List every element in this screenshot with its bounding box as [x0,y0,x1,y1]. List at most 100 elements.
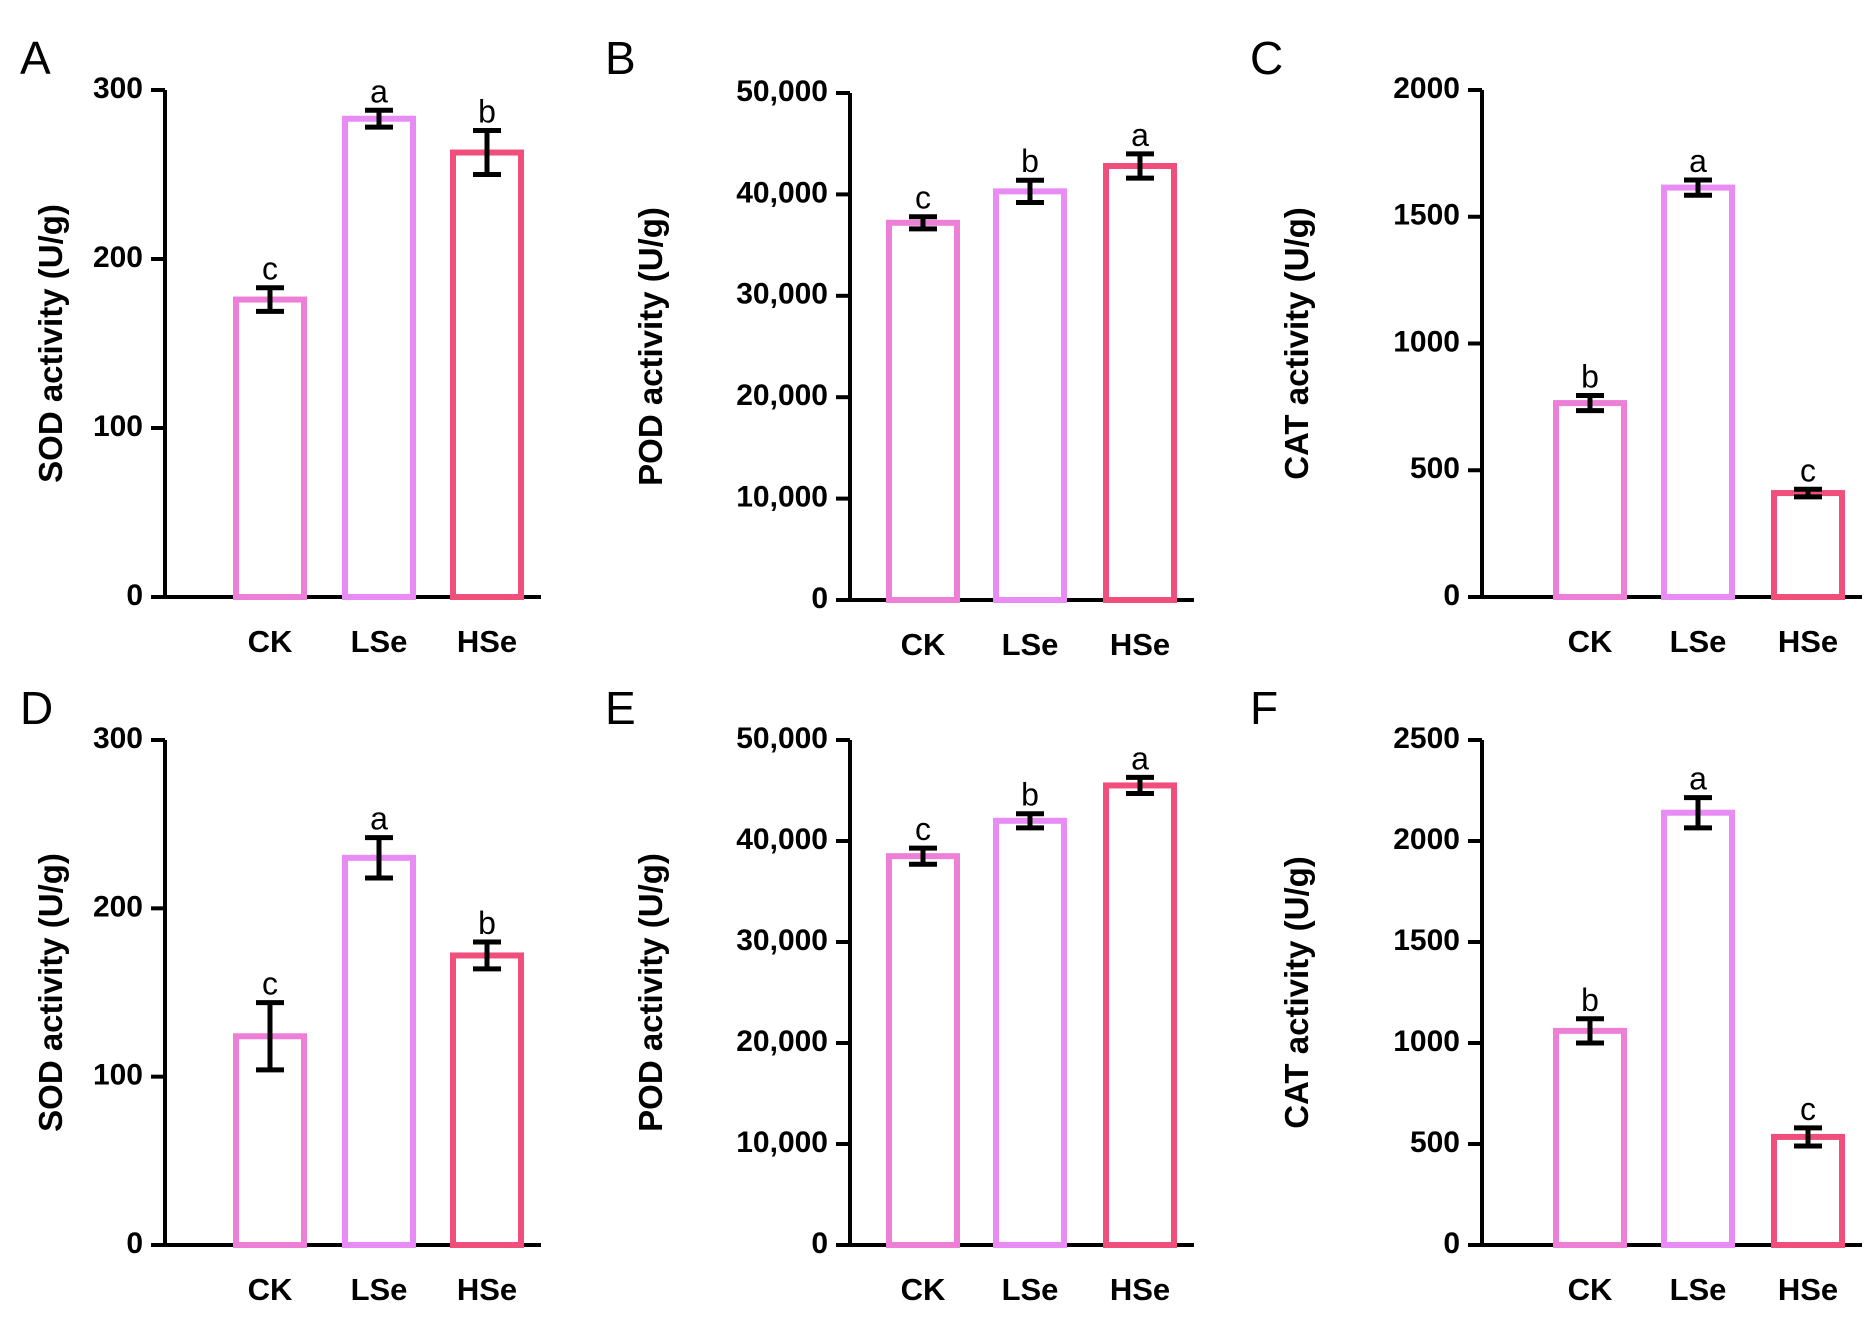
x-tick-label: LSe [351,1272,408,1307]
y-axis-title: POD activity (U/g) [632,853,669,1132]
y-tick-label: 1500 [1393,199,1460,232]
significance-letter: b [478,905,496,941]
significance-letter: b [1021,777,1039,813]
y-axis-title: POD activity (U/g) [632,207,669,486]
bar-lse [342,854,416,1248]
y-tick-label: 0 [1443,1227,1460,1260]
y-tick-label: 20,000 [736,1025,828,1058]
y-tick-label: 30,000 [736,278,828,311]
panel-f: F CAT activity (U/g) 0 500 1000 1500 2000 2500 b… [1250,682,1862,1307]
y-tick-label: 2000 [1393,72,1460,105]
y-axis-title: CAT activity (U/g) [1278,856,1315,1129]
panel-d: D SOD activity (U/g) 0 100 200 300 c CK a LSe b HSe [20,682,541,1307]
bar-lse [1661,184,1735,600]
bar-ck [233,296,307,600]
significance-letter: b [1581,982,1599,1018]
y-tick-label: 50,000 [736,75,828,108]
bar-lse [993,817,1067,1248]
y-tick-label: 0 [126,1227,143,1260]
panel-label: B [605,32,636,84]
y-tick-label: 200 [93,241,143,274]
significance-letter: a [1689,143,1707,179]
panel-a: A SOD activity (U/g) 0 100 200 300 c CK a LSe b HSe [20,32,541,659]
bar-ck [886,853,960,1249]
bar-hse [450,149,524,600]
bar-ck [233,1033,307,1249]
bar-lse [342,115,416,600]
x-tick-label: HSe [1778,624,1838,659]
y-tick-label: 2500 [1393,722,1460,755]
y-tick-label: 0 [126,579,143,612]
significance-letter: b [1581,358,1599,394]
bar-ck [1553,1027,1627,1248]
bar-hse [1103,163,1177,603]
y-tick-label: 2000 [1393,823,1460,856]
bar-lse [1661,809,1735,1248]
y-tick-label: 0 [1443,579,1460,612]
y-axis-title: CAT activity (U/g) [1278,207,1315,480]
x-tick-label: CK [901,627,946,662]
y-tick-label: 500 [1410,452,1460,485]
bar-lse [993,188,1067,603]
y-tick-label: 100 [93,1059,143,1092]
x-tick-label: LSe [1002,1272,1059,1307]
panels-group: A SOD activity (U/g) 0 100 200 300 c CK a LSe b HSe… [20,32,1862,1307]
y-tick-label: 300 [93,722,143,755]
x-tick-label: LSe [1670,1272,1727,1307]
y-tick-label: 20,000 [736,379,828,412]
y-tick-label: 300 [93,72,143,105]
significance-letter: c [262,966,278,1002]
panel-c: C CAT activity (U/g) 0 500 1000 1500 2000 b CK a L… [1250,32,1862,659]
bar-hse [1771,1133,1845,1249]
bar-ck [886,219,960,604]
y-tick-label: 1000 [1393,1025,1460,1058]
y-tick-label: 30,000 [736,924,828,957]
y-tick-label: 50,000 [736,722,828,755]
x-tick-label: HSe [1778,1272,1838,1307]
panel-b: B POD activity (U/g) 0 10,000 20,000 30,000 40… [605,32,1194,662]
significance-letter: b [478,94,496,130]
panel-label: D [20,682,53,734]
significance-letter: c [915,811,931,847]
x-tick-label: CK [1568,1272,1613,1307]
x-tick-label: CK [248,624,293,659]
y-axis-title: SOD activity (U/g) [32,853,69,1132]
y-tick-label: 200 [93,890,143,923]
y-tick-label: 10,000 [736,481,828,514]
y-tick-label: 100 [93,410,143,443]
x-tick-label: CK [1568,624,1613,659]
y-axis-title: SOD activity (U/g) [32,204,69,483]
y-tick-label: 1500 [1393,924,1460,957]
significance-letter: c [1800,1091,1816,1127]
bar-hse [450,952,524,1248]
significance-letter: a [1131,740,1149,776]
x-tick-label: LSe [1002,627,1059,662]
bar-hse [1771,490,1845,600]
x-tick-label: HSe [457,624,517,659]
y-tick-label: 1000 [1393,325,1460,358]
x-tick-label: HSe [457,1272,517,1307]
bar-ck [1553,400,1627,601]
y-tick-label: 500 [1410,1126,1460,1159]
significance-letter: c [262,251,278,287]
significance-letter: c [915,180,931,216]
x-tick-label: LSe [1670,624,1727,659]
significance-letter: b [1021,143,1039,179]
y-tick-label: 0 [811,1227,828,1260]
significance-letter: a [370,73,388,109]
y-tick-label: 40,000 [736,823,828,856]
y-tick-label: 40,000 [736,176,828,209]
x-tick-label: HSe [1110,1272,1170,1307]
x-tick-label: HSe [1110,627,1170,662]
panel-label: A [20,32,51,84]
y-tick-label: 0 [811,582,828,615]
significance-letter: a [370,801,388,837]
panel-e: E POD activity (U/g) 0 10,000 20,000 30,000 40… [605,682,1194,1307]
panel-label: E [605,682,636,734]
panel-label: C [1250,32,1283,84]
y-tick-label: 10,000 [736,1126,828,1159]
significance-letter: a [1131,117,1149,153]
significance-letter: a [1689,761,1707,797]
bar-hse [1103,782,1177,1248]
